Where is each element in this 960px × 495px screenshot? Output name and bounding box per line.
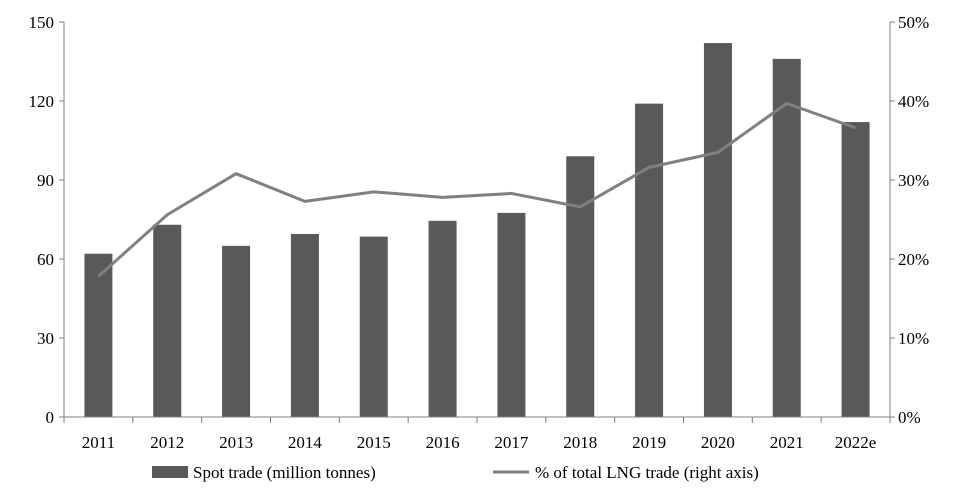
bar-2021 [772, 58, 801, 418]
bar-2020 [703, 43, 732, 417]
y-left-tick-label: 30 [37, 329, 54, 348]
y-right-tick-label: 40% [898, 92, 929, 111]
axes-layer: 0 30 60 90 120 150 0% 10% 20% 30% 40% 50% 2011 2012 20… [29, 13, 930, 452]
bar-2011 [84, 253, 113, 417]
x-tick-label: 2013 [219, 433, 253, 452]
x-tick-label: 2020 [701, 433, 735, 452]
y-right-tick-label: 10% [898, 329, 929, 348]
y-right-tick-label: 0% [898, 408, 921, 427]
y-left-tick-label: 90 [37, 171, 54, 190]
x-tick-label: 2016 [426, 433, 460, 452]
bar-2019 [635, 103, 664, 417]
line-series-share [97, 101, 857, 278]
x-tick-label: 2018 [563, 433, 597, 452]
bar-2022e [841, 122, 870, 417]
x-tick-label: 2011 [82, 433, 115, 452]
x-tick-label: 2012 [150, 433, 184, 452]
x-tick-label: 2017 [494, 433, 529, 452]
legend-bar-swatch [152, 466, 188, 478]
y-left-tick-label: 0 [46, 408, 55, 427]
x-tick-label: 2019 [632, 433, 666, 452]
y-right-tick-label: 50% [898, 13, 929, 32]
bar-2012 [153, 224, 182, 417]
bar-2015 [359, 236, 388, 417]
bars-layer [84, 43, 870, 418]
y-left-tick-label: 120 [29, 92, 55, 111]
bar-2017 [497, 212, 526, 417]
line-layer [97, 101, 857, 278]
y-right-tick-label: 20% [898, 250, 929, 269]
y-left-tick-label: 150 [29, 13, 55, 32]
x-tick-label: 2022e [835, 433, 877, 452]
legend-line-label: % of total LNG trade (right axis) [535, 463, 759, 482]
legend-bar-label: Spot trade (million tonnes) [193, 463, 376, 482]
x-tick-label: 2021 [770, 433, 804, 452]
bar-2018 [566, 156, 595, 418]
bar-2014 [290, 233, 319, 417]
y-right-tick-label: 30% [898, 171, 929, 190]
bar-2016 [428, 220, 457, 417]
bar-2013 [222, 245, 251, 417]
legend: Spot trade (million tonnes) % of total L… [152, 463, 759, 482]
y-left-tick-label: 60 [37, 250, 54, 269]
x-tick-label: 2014 [288, 433, 323, 452]
x-tick-label: 2015 [357, 433, 391, 452]
